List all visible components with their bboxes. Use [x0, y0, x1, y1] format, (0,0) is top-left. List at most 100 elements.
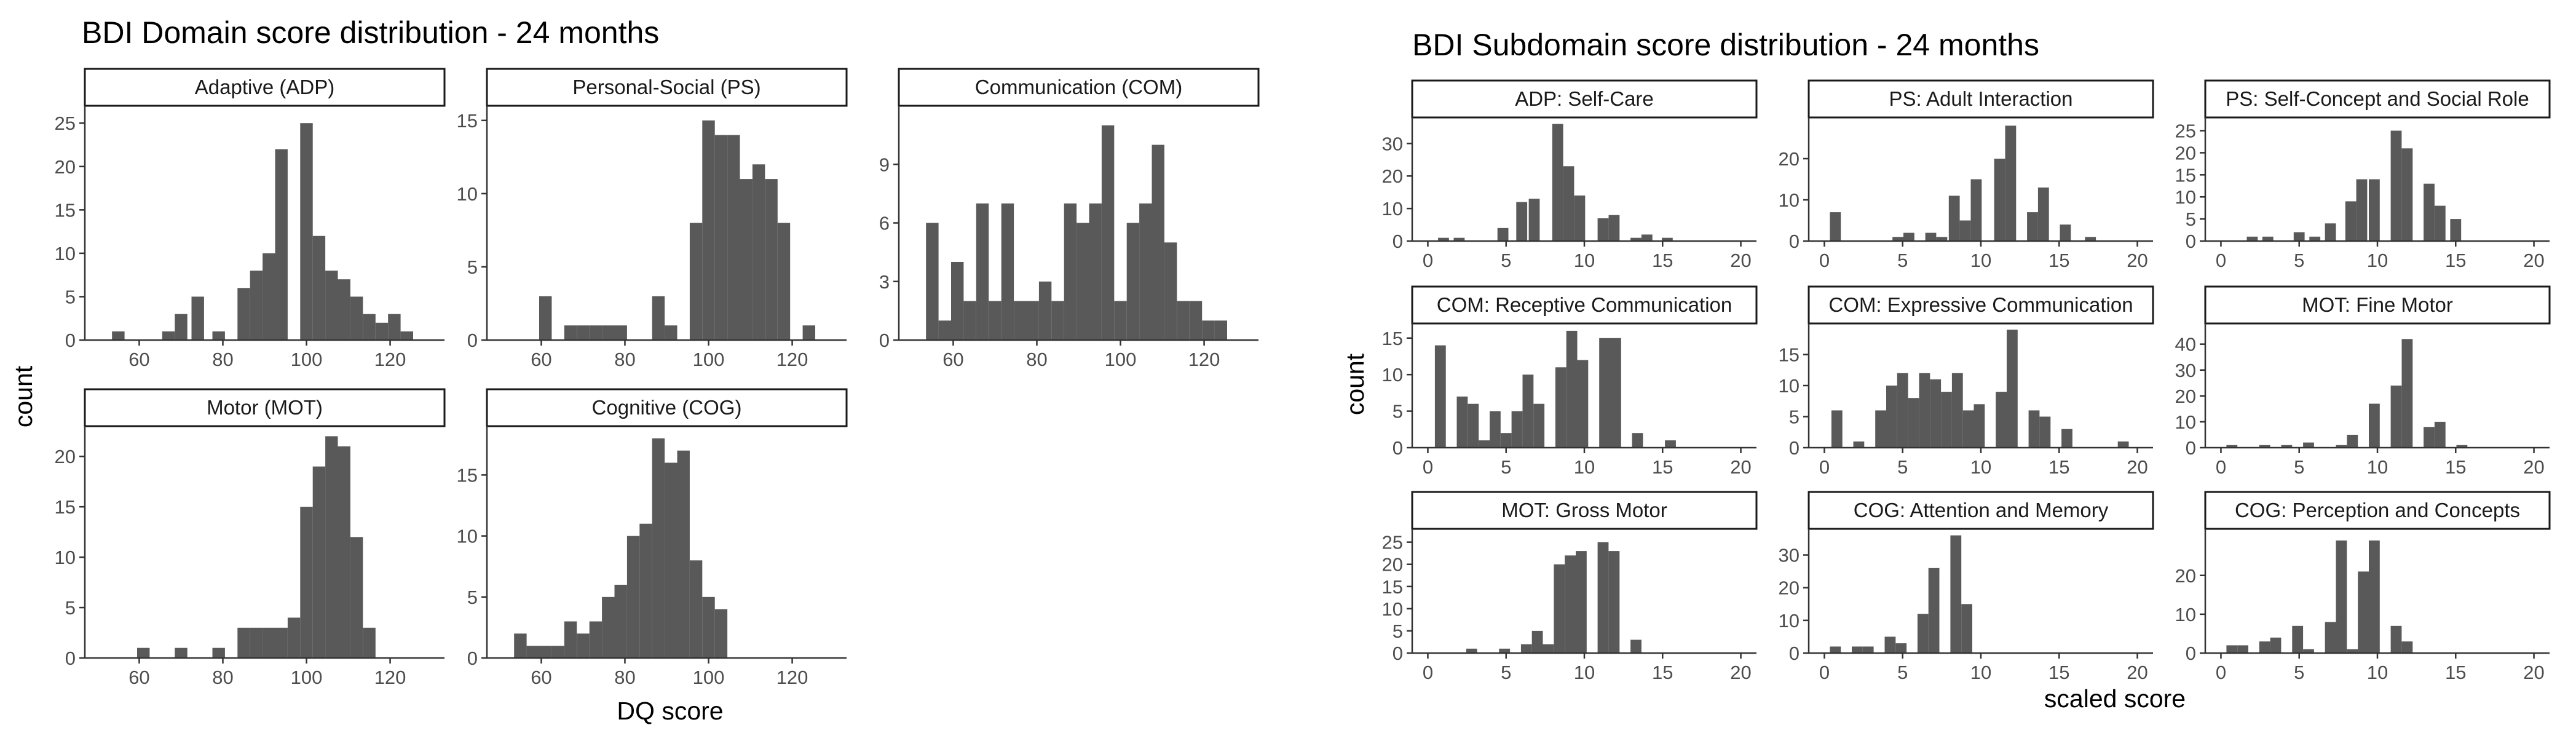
subdomain-panel-ps-adult-interaction-strip-label: PS: Adult Interaction: [1889, 87, 2072, 110]
subdomain-panel-cog-perception-and-concepts-bar: [2401, 641, 2413, 653]
subdomain-panel-mot-gross-motor-y-tick-label: 25: [1382, 532, 1403, 553]
subdomain-panel-mot-gross-motor-y-tick-label: 15: [1382, 576, 1403, 598]
subdomain-panel-com-receptive-communication-x-tick-label: 20: [1730, 456, 1751, 478]
subdomain-panel-com-receptive-communication-bar: [1566, 330, 1578, 448]
domain-panel-personal-social-ps-y-tick-label: 10: [457, 183, 478, 205]
subdomain-panel-com-receptive-communication-y-tick-label: 5: [1393, 401, 1403, 422]
subdomain-panel-mot-gross-motor-bar: [1630, 640, 1642, 653]
subdomain-panel-mot-gross-motor-x-tick-label: 10: [1574, 662, 1595, 683]
domain-panel-motor-mot-bar: [237, 627, 250, 658]
subdomain-panel-ps-self-concept-and-social-role-x-tick-label: 10: [2367, 250, 2388, 271]
subdomain-x-axis-label: scaled score: [2044, 684, 2186, 713]
domain-panel-cognitive-cog-x-tick-label: 80: [614, 667, 635, 688]
subdomain-panel-mot-fine-motor-bar: [2369, 403, 2380, 448]
domain-panel-adaptive-adp-y-tick-label: 10: [55, 243, 76, 264]
domain-panel-personal-social-ps-x-tick-label: 100: [693, 349, 725, 370]
subdomain-panel-adp-self-care-bar: [1608, 215, 1620, 241]
subdomain-panel-ps-self-concept-and-social-role-bar: [2390, 130, 2402, 241]
domain-panel-cognitive-cog-bar: [602, 596, 615, 658]
subdomain-panel-ps-adult-interaction-bar: [1970, 179, 1982, 241]
subdomain-panel-mot-gross-motor-bar: [1565, 555, 1576, 653]
subdomain-panel-com-receptive-communication-x-tick-label: 10: [1574, 456, 1595, 478]
subdomain-panel-com-receptive-communication-y-tick-label: 0: [1393, 437, 1403, 459]
subdomain-panel-ps-adult-interaction-bar: [1830, 212, 1841, 241]
subdomain-panel-ps-adult-interaction-strip: [1808, 79, 2154, 119]
domain-panel-communication-com-bar: [1014, 301, 1027, 340]
domain-panel-motor-mot-y-tick-label: 15: [55, 496, 76, 518]
domain-panel-personal-social-ps-y-tick-label: 0: [467, 330, 478, 351]
domain-panel-adaptive-adp-bar: [212, 331, 225, 340]
subdomain-panel-cog-perception-and-concepts-bar: [2303, 649, 2314, 653]
domain-panel-cognitive-cog-y-tick-label: 10: [457, 526, 478, 547]
subdomain-panel-adp-self-care-strip: [1411, 79, 1758, 119]
domain-panel-motor-mot-y-tick-label: 5: [65, 597, 76, 619]
subdomain-panel-adp-self-care-bar: [1630, 237, 1642, 241]
subdomain-panel-mot-gross-motor-y-tick-label: 10: [1382, 598, 1403, 620]
subdomain-panel-ps-adult-interaction-x-tick-label: 15: [2049, 250, 2069, 271]
subdomain-panel-ps-adult-interaction-bar: [2027, 212, 2038, 241]
domain-panel-communication-com-bar: [1189, 301, 1203, 340]
domain-panel-personal-social-ps-bar: [727, 135, 740, 340]
domain-panel-communication-com-bar: [1114, 301, 1127, 340]
subdomain-panel-com-expressive-communication-bar: [1908, 398, 1919, 448]
subdomain-panel-adp-self-care-x-tick-label: 15: [1652, 250, 1673, 271]
domain-panel-cognitive-cog-bar: [551, 646, 564, 658]
domain-panel-communication-com-x-tick-label: 60: [942, 349, 963, 370]
domain-panel-motor-mot-bar: [250, 627, 263, 658]
domain-panel-cognitive-cog-bar: [626, 536, 640, 658]
subdomain-panel-ps-adult-interaction-bar: [1925, 232, 1937, 241]
domain-panel-cognitive-cog-x-tick-label: 120: [776, 667, 808, 688]
domain-panel-adaptive-adp-bar: [325, 271, 338, 340]
subdomain-panel-com-receptive-communication-x-tick-label: 5: [1501, 456, 1511, 478]
domain-panel-motor-mot-x-tick-label: 100: [291, 667, 323, 688]
subdomain-panel-mot-gross-motor-x-tick-label: 20: [1730, 662, 1751, 683]
subdomain-panel-adp-self-care-y-tick-label: 30: [1382, 133, 1403, 154]
domain-panel-communication-com-bar: [963, 301, 976, 340]
domain-panel-motor-mot-strip: [84, 388, 446, 427]
subdomain-panel-ps-self-concept-and-social-role-bar: [2450, 219, 2462, 241]
subdomain-panel-adp-self-care-bar: [1497, 228, 1509, 241]
domain-panel-communication-com-bar: [1152, 145, 1164, 340]
domain-panel-cognitive-cog-y-tick-label: 15: [457, 464, 478, 486]
domain-panel-cognitive-cog-bar: [714, 609, 728, 658]
domain-panel-cognitive-cog-bar: [526, 646, 539, 658]
domain-panel-communication-com-bar: [1026, 301, 1039, 340]
subdomain-panel-cog-attention-and-memory-x-tick-label: 20: [2127, 662, 2147, 683]
subdomain-panel-adp-self-care-bar: [1516, 202, 1528, 241]
domain-panel-communication-com-bar: [1139, 203, 1152, 341]
subdomain-panel-com-receptive-communication-y-tick-label: 10: [1382, 364, 1403, 386]
domain-panel-communication-com-bar: [1164, 242, 1177, 341]
domain-panel-adaptive-adp-y-tick-label: 15: [55, 199, 76, 221]
subdomain-panel-cog-perception-and-concepts-bar: [2390, 625, 2402, 653]
subdomain-panel-cog-perception-and-concepts-bar: [2369, 540, 2380, 653]
subdomain-panel-ps-self-concept-and-social-role-x-tick-label: 5: [2294, 250, 2304, 271]
subdomain-panel-cog-attention-and-memory-bar: [1852, 646, 1863, 653]
domain-panel-motor-mot-bar: [275, 627, 288, 658]
subdomain-panel-ps-self-concept-and-social-role-x-tick-label: 0: [2216, 250, 2226, 271]
subdomain-panel-mot-fine-motor-bar: [2456, 445, 2468, 448]
subdomain-panel-adp-self-care-y-tick-label: 10: [1382, 198, 1403, 220]
subdomain-panel-com-receptive-communication-bar: [1533, 403, 1545, 448]
domain-panel-adaptive-adp-y-tick-label: 20: [55, 156, 76, 178]
domain-panel-motor-mot-bar: [287, 617, 301, 658]
subdomain-panel-com-expressive-communication-y-tick-label: 10: [1779, 375, 1800, 397]
domain-panel-cognitive-cog-bar: [677, 450, 690, 658]
domain-panel-personal-social-ps-bar: [652, 296, 665, 340]
subdomain-panel-ps-self-concept-and-social-role-bar: [2325, 223, 2336, 241]
domain-panel-adaptive-adp-x-tick-label: 120: [374, 349, 406, 370]
subdomain-panel-cog-attention-and-memory-bar: [1928, 568, 1940, 653]
subdomain-panel-com-expressive-communication-bar: [1996, 392, 2007, 448]
subdomain-panel-adp-self-care-bar: [1662, 237, 1673, 241]
domain-panel-personal-social-ps-strip-label: Personal-Social (PS): [572, 76, 761, 98]
subdomain-panel-com-receptive-communication-bar: [1468, 403, 1479, 448]
subdomain-panel-com-receptive-communication-bar: [1599, 338, 1610, 448]
subdomain-panel-cog-attention-and-memory-bar: [1895, 643, 1907, 653]
domain-panel-personal-social-ps-bar: [589, 325, 603, 340]
subdomain-panel-ps-self-concept-and-social-role-y-tick-label: 5: [2186, 208, 2196, 230]
domain-panel-personal-social-ps-strip: [486, 68, 848, 107]
domain-panel-motor-mot-y-tick-label: 0: [65, 648, 76, 669]
subdomain-panel-cog-attention-and-memory-bar: [1961, 604, 1972, 653]
subdomain-panel-ps-adult-interaction-bar: [1892, 237, 1903, 241]
domain-panel-adaptive-adp-bar: [388, 314, 401, 340]
domain-panel-personal-social-ps-bar: [665, 325, 678, 340]
